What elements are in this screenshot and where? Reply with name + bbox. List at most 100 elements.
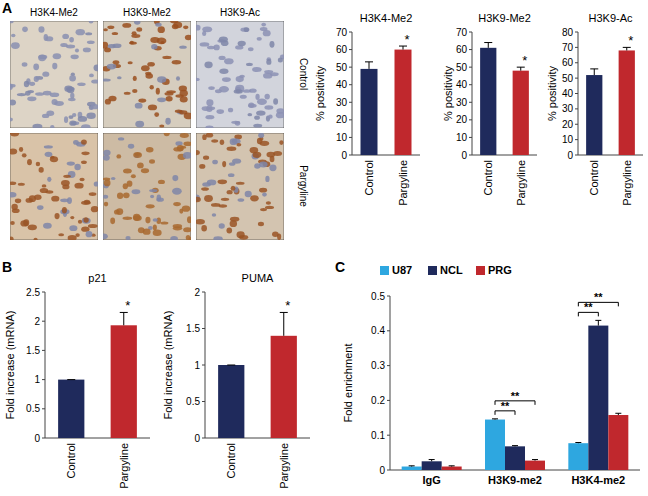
nucleus [135,103,143,109]
nucleus [38,26,44,33]
nucleus [172,175,178,181]
y-tick-label: 50 [562,73,574,84]
nucleus [33,238,37,240]
nucleus [38,54,46,61]
y-tick [469,32,472,33]
nucleus [78,116,87,122]
nucleus [10,192,16,198]
nucleus [153,230,162,237]
chart-title: H3K4-Me2 [360,12,413,24]
nucleus [107,64,117,70]
nucleus [212,213,216,216]
y-tick-label: 0 [461,150,467,161]
nucleus [258,222,264,226]
y-tick-label: 0.1 [371,430,385,441]
nucleus [150,37,159,43]
nucleus [254,116,260,120]
nucleus [133,215,142,221]
y-tick [42,438,45,439]
nucleus [19,147,23,152]
nucleus [67,197,72,204]
nucleus [76,29,85,35]
image-row-label: Pargyline [298,165,309,207]
nucleus [143,228,151,234]
nucleus [264,94,269,100]
significance: ** [584,301,593,313]
x-tick-label: H3K4-me2 [571,474,625,486]
y-tick [349,32,352,33]
nucleus [60,43,67,47]
y-tick-label: 30 [562,103,574,114]
y-tick [575,78,578,79]
nucleus [201,225,207,232]
nucleus [86,112,95,119]
y-tick [349,119,352,120]
nucleus [228,108,233,113]
micrograph-bg [103,133,191,240]
nucleus [103,195,108,199]
bar [588,326,608,470]
nucleus [257,37,262,41]
y-tick [202,401,205,402]
nucleus [43,91,52,96]
nucleus [43,223,52,229]
micrograph-bg [196,21,284,128]
y-axis [472,32,473,155]
image-column-label: H3K9-Ac [220,7,260,18]
y-tick [349,84,352,85]
micrograph [103,21,191,128]
nucleus [123,169,132,174]
nucleus [26,198,33,203]
nucleus [83,48,91,53]
nucleus [78,220,82,224]
nucleus [276,112,284,118]
nucleus [27,159,32,165]
bar [402,467,422,470]
y-axis-label: Fold enrichment [342,344,354,423]
y-tick [575,139,578,140]
nucleus [240,28,249,32]
chart-title: H3K9-Ac [588,12,633,24]
nucleus [27,97,36,102]
nucleus [122,23,131,28]
nucleus [257,99,267,105]
nucleus [206,105,212,111]
y-tick [469,84,472,85]
image-row-label: Control [298,58,309,90]
y-tick-label: 60 [336,44,348,55]
nucleus [24,81,29,88]
bar [218,365,244,438]
nucleus [204,195,213,202]
nucleus [81,139,87,144]
nucleus [156,88,160,95]
nucleus [202,134,206,140]
y-tick [202,292,205,293]
significance: * [285,298,290,313]
nucleus [18,183,25,186]
nucleus [45,36,53,41]
nucleus [116,154,121,158]
y-tick [575,108,578,109]
legend-label: PRG [488,264,512,276]
nucleus [10,237,14,240]
nucleus [279,140,283,145]
nucleus [159,124,164,127]
nucleus [173,202,181,206]
y-tick-label: 0.5 [186,396,200,407]
y-tick-label: 2 [34,316,40,327]
nucleus [103,42,108,49]
nucleus [228,173,235,177]
nucleus [211,203,220,207]
nucleus [146,147,154,153]
error-bar [512,445,518,447]
image-column-label: H3K4-Me2 [30,7,78,18]
nucleus [103,78,111,81]
nucleus [153,225,157,231]
nucleus [187,216,191,223]
x-tick-label: Control [482,160,494,195]
nucleus [50,125,54,128]
error-bar [595,320,601,325]
nucleus [263,30,271,36]
x-tick-label: Control [225,443,237,478]
nucleus [202,26,212,32]
